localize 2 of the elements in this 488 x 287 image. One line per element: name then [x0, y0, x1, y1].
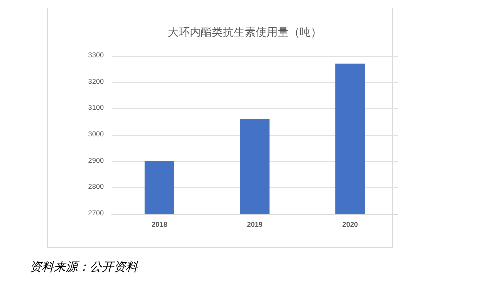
text: 资料来源：公开资料	[30, 260, 139, 274]
chart-title: 大环内酯类抗生素使用量（吨）	[168, 26, 322, 39]
